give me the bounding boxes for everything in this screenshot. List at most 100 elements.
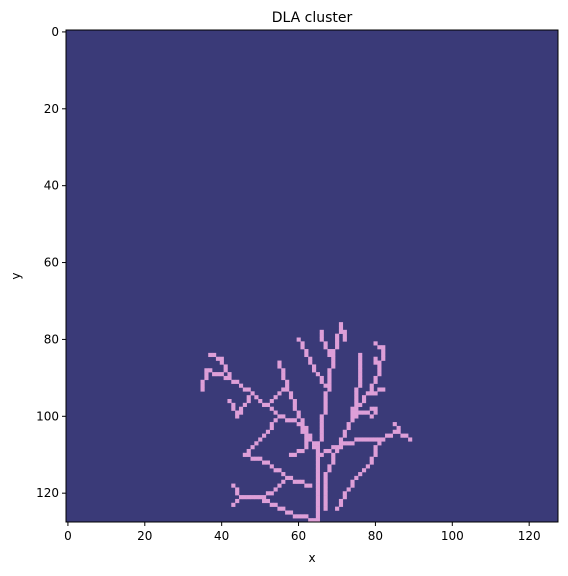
cluster-cell <box>246 395 251 400</box>
cluster-cell <box>342 433 347 438</box>
cluster-cell <box>350 479 355 484</box>
cluster-cell <box>315 372 320 377</box>
cluster-cell <box>300 418 305 423</box>
cluster-cell <box>338 437 344 442</box>
cluster-cell <box>361 395 367 400</box>
y-tick-label: 40 <box>44 179 59 193</box>
cluster-cell <box>323 345 328 350</box>
cluster-cell <box>369 387 374 392</box>
cluster-cell <box>208 352 213 358</box>
cluster-cell <box>292 399 297 404</box>
cluster-cell <box>277 360 282 365</box>
cluster-cell <box>269 425 274 431</box>
cluster-cell <box>281 472 286 477</box>
cluster-cell <box>262 498 267 504</box>
cluster-cell <box>315 518 320 523</box>
cluster-cell <box>373 410 378 415</box>
cluster-cell <box>327 448 332 454</box>
cluster-cell <box>392 429 397 434</box>
cluster-cell <box>338 325 344 331</box>
cluster-cell <box>258 437 263 442</box>
cluster-cell <box>204 372 209 377</box>
cluster-cell <box>231 483 236 488</box>
cluster-cell <box>385 433 390 438</box>
cluster-cell <box>296 479 301 484</box>
cluster-cell <box>377 372 382 377</box>
cluster-cell <box>327 383 332 388</box>
cluster-cell <box>365 437 370 442</box>
cluster-cell <box>254 456 259 461</box>
x-tick-label: 120 <box>518 529 541 543</box>
cluster-cell <box>377 441 382 446</box>
cluster-cell <box>315 498 320 504</box>
cluster-cell <box>304 445 309 450</box>
cluster-cell <box>242 387 247 392</box>
cluster-cell <box>331 349 336 354</box>
cluster-cell <box>342 441 347 446</box>
cluster-cell <box>354 387 359 392</box>
cluster-cell <box>277 468 282 473</box>
cluster-cell <box>315 456 320 461</box>
x-tick-label: 100 <box>441 529 464 543</box>
cluster-cell <box>315 514 320 519</box>
cluster-cell <box>319 375 324 381</box>
cluster-cell <box>315 487 320 492</box>
cluster-cell <box>331 364 336 369</box>
cluster-cell <box>335 345 340 350</box>
cluster-cell <box>369 414 374 419</box>
cluster-cell <box>235 414 240 419</box>
cluster-cell <box>235 410 240 415</box>
cluster-cell <box>292 402 297 407</box>
cluster-cell <box>365 410 370 415</box>
cluster-cell <box>269 399 274 404</box>
cluster-cell <box>361 437 367 442</box>
cluster-cell <box>242 402 247 407</box>
cluster-cell <box>354 402 359 407</box>
cluster-cell <box>308 433 313 438</box>
x-tick-label: 20 <box>137 529 152 543</box>
cluster-cell <box>219 372 224 377</box>
cluster-cell <box>354 399 359 404</box>
cluster-cell <box>315 452 320 457</box>
cluster-cell <box>319 329 324 334</box>
cluster-cell <box>250 445 255 450</box>
cluster-cell <box>296 448 301 454</box>
cluster-cell <box>258 399 263 404</box>
cluster-cell <box>327 387 332 392</box>
cluster-cell <box>381 387 386 392</box>
cluster-cell <box>338 329 344 334</box>
cluster-cell <box>358 360 363 365</box>
cluster-cell <box>223 375 228 381</box>
cluster-cell <box>323 483 328 488</box>
cluster-cell <box>308 356 313 361</box>
cluster-cell <box>338 441 344 446</box>
cluster-cell <box>365 464 370 469</box>
cluster-cell <box>354 395 359 400</box>
cluster-cell <box>223 368 228 373</box>
cluster-cell <box>404 433 409 438</box>
cluster-cell <box>269 422 274 427</box>
cluster-cell <box>335 445 340 450</box>
cluster-cell <box>281 372 286 377</box>
cluster-cell <box>373 375 378 381</box>
cluster-cell <box>381 437 386 442</box>
cluster-cell <box>342 329 347 334</box>
cluster-cell <box>285 379 290 384</box>
cluster-cell <box>335 337 340 342</box>
cluster-cell <box>323 406 328 411</box>
cluster-cell <box>246 448 251 454</box>
chart-title: DLA cluster <box>272 10 353 26</box>
cluster-cell <box>319 414 324 419</box>
cluster-cell <box>323 391 328 396</box>
cluster-cell <box>346 422 351 427</box>
cluster-cell <box>354 410 359 415</box>
cluster-cell <box>323 487 328 492</box>
cluster-cell <box>238 410 244 415</box>
cluster-cell <box>319 433 324 438</box>
cluster-cell <box>319 418 324 423</box>
cluster-cell <box>331 445 336 450</box>
cluster-cell <box>396 425 401 431</box>
cluster-cell <box>300 422 305 427</box>
cluster-cell <box>323 402 328 407</box>
